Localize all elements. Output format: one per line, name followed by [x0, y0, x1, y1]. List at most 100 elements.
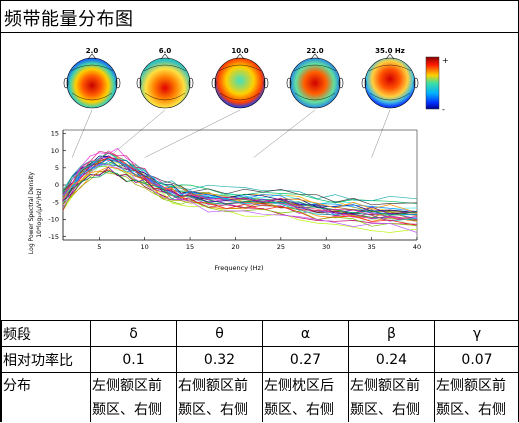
distribution-beta: 左侧额区前颞区、右侧 — [348, 372, 435, 422]
y-tick-label: 0 — [55, 181, 59, 189]
spectrum-series-line — [62, 157, 418, 213]
topomap-right-ear — [338, 77, 344, 89]
spectrum-figure: 2.0 6.0 10.0 22.0 35.0 Hz + - 5 10 15 20 25 30 35 4… — [28, 47, 449, 272]
spectrum-series-line — [62, 170, 418, 216]
topomap-contour — [71, 92, 113, 101]
topomap-nose — [235, 53, 245, 60]
table-row: 相对功率比 0.1 0.32 0.27 0.24 0.07 — [1, 346, 518, 373]
topomap-row: 2.0 6.0 10.0 22.0 35.0 Hz — [63, 47, 419, 109]
spectrum-series-line — [62, 164, 418, 233]
topomap-right-ear — [413, 77, 419, 89]
band-summary-table: 频段 δ θ α β γ 相对功率比 0.1 0.32 0.27 0.24 0.… — [1, 320, 518, 422]
topomap-contour — [293, 64, 337, 72]
y-tick-label: -5 — [53, 198, 59, 206]
table-row: 频段 δ θ α β γ — [1, 320, 518, 347]
power-alpha: 0.27 — [262, 346, 349, 373]
title-divider — [1, 32, 518, 33]
colorbar: + - — [425, 56, 449, 114]
spectrum-axes: 5 10 15 20 25 30 35 40 15 10 5 0 -5 -10 -15 — [48, 130, 421, 251]
topomap-left-ear — [211, 77, 217, 89]
topomap-leader-line — [253, 109, 316, 158]
y-axis-label-unit: 10*log₁₀(μV²/Hz) — [36, 188, 43, 237]
band-gamma: γ — [434, 320, 518, 347]
spectrum-series-line — [62, 150, 418, 222]
topomap-contour — [144, 92, 186, 101]
x-tick-label: 40 — [413, 243, 421, 251]
y-tick-label: 5 — [55, 164, 59, 172]
topomap-right-ear — [115, 77, 121, 89]
topomap-right-ear — [263, 77, 269, 89]
spectrum-series-line — [62, 156, 418, 219]
topomap-leader-line — [371, 109, 391, 158]
topomap-freq-label: 22.0 — [306, 47, 323, 55]
x-axis-label: Frequency (Hz) — [214, 264, 263, 272]
distribution-delta: 左侧额区前颞区、右侧 — [90, 372, 177, 422]
topomap-nose — [87, 53, 97, 60]
distribution-theta: 右侧额区前颞区、右侧 — [176, 372, 263, 422]
spectrum-series-line — [62, 157, 418, 206]
colorbar-plus: + — [442, 56, 449, 65]
distribution-gamma: 左侧额区前颞区、右侧 — [434, 372, 518, 422]
topomap-head — [139, 57, 191, 109]
topomap-leader-line — [71, 109, 93, 158]
topomap-contour — [294, 92, 336, 101]
topomap-contour — [143, 64, 187, 72]
power-theta: 0.32 — [176, 346, 263, 373]
row-label-distribution: 分布 — [1, 372, 91, 422]
x-tick-label: 10 — [141, 243, 149, 251]
x-tick-label: 35 — [367, 243, 375, 251]
topomap-nose — [385, 53, 395, 60]
topomap-contour — [219, 92, 261, 101]
band-delta: δ — [90, 320, 177, 347]
band-beta: β — [348, 320, 435, 347]
colorbar-minus: - — [442, 105, 445, 114]
topomap-head — [66, 57, 118, 109]
topomap-left-ear — [361, 77, 367, 89]
spectrum-series-line — [62, 166, 418, 213]
topomap-freq-label: 6.0 — [159, 47, 172, 55]
spectrum-series — [62, 148, 418, 233]
distribution-alpha: 左侧枕区后颞区、右侧 — [262, 372, 349, 422]
topomap-left-ear — [63, 77, 69, 89]
y-tick-label: 15 — [51, 130, 59, 138]
y-axis-label: Log Power Spectral Density — [28, 171, 35, 254]
topomap-left-ear — [136, 77, 142, 89]
y-tick-label: 10 — [51, 147, 59, 155]
x-tick-label: 20 — [231, 243, 239, 251]
topomap-head — [289, 57, 341, 109]
topomap-head — [214, 57, 266, 109]
topomap-head — [364, 57, 416, 109]
spectrum-series-line — [62, 158, 418, 225]
row-label-band: 频段 — [1, 320, 91, 347]
x-tick-label: 15 — [186, 243, 194, 251]
topomap-contour — [218, 64, 262, 72]
y-tick-label: -15 — [48, 233, 59, 241]
spectrum-series-line — [62, 165, 418, 227]
topomap-freq-label: 35.0 Hz — [375, 47, 405, 55]
power-gamma: 0.07 — [434, 346, 518, 373]
topomap-right-ear — [188, 77, 194, 89]
topomap-contour — [369, 92, 411, 101]
spectrum-series-line — [62, 158, 418, 202]
topomap-freq-label: 10.0 — [231, 47, 248, 55]
topomap-nose — [160, 53, 170, 60]
topomap-leader-line — [144, 109, 241, 158]
x-tick-label: 5 — [97, 243, 101, 251]
page-title: 频带能量分布图 — [4, 9, 134, 30]
colorbar-scale — [425, 56, 440, 110]
topomap-contour — [70, 64, 114, 72]
x-tick-label: 25 — [277, 243, 285, 251]
table-row: 分布 左侧额区前颞区、右侧 右侧额区前颞区、右侧 左侧枕区后颞区、右侧 左侧额区… — [1, 372, 518, 422]
topomap-leader-line — [108, 109, 166, 158]
y-tick-label: -10 — [48, 216, 59, 224]
topomap-nose — [310, 53, 320, 60]
power-beta: 0.24 — [348, 346, 435, 373]
band-alpha: α — [262, 320, 349, 347]
band-theta: θ — [176, 320, 263, 347]
topomap-leader-lines — [71, 109, 391, 158]
x-tick-label: 30 — [322, 243, 330, 251]
power-delta: 0.1 — [90, 346, 177, 373]
row-label-relative-power: 相对功率比 — [1, 346, 91, 373]
topomap-left-ear — [286, 77, 292, 89]
